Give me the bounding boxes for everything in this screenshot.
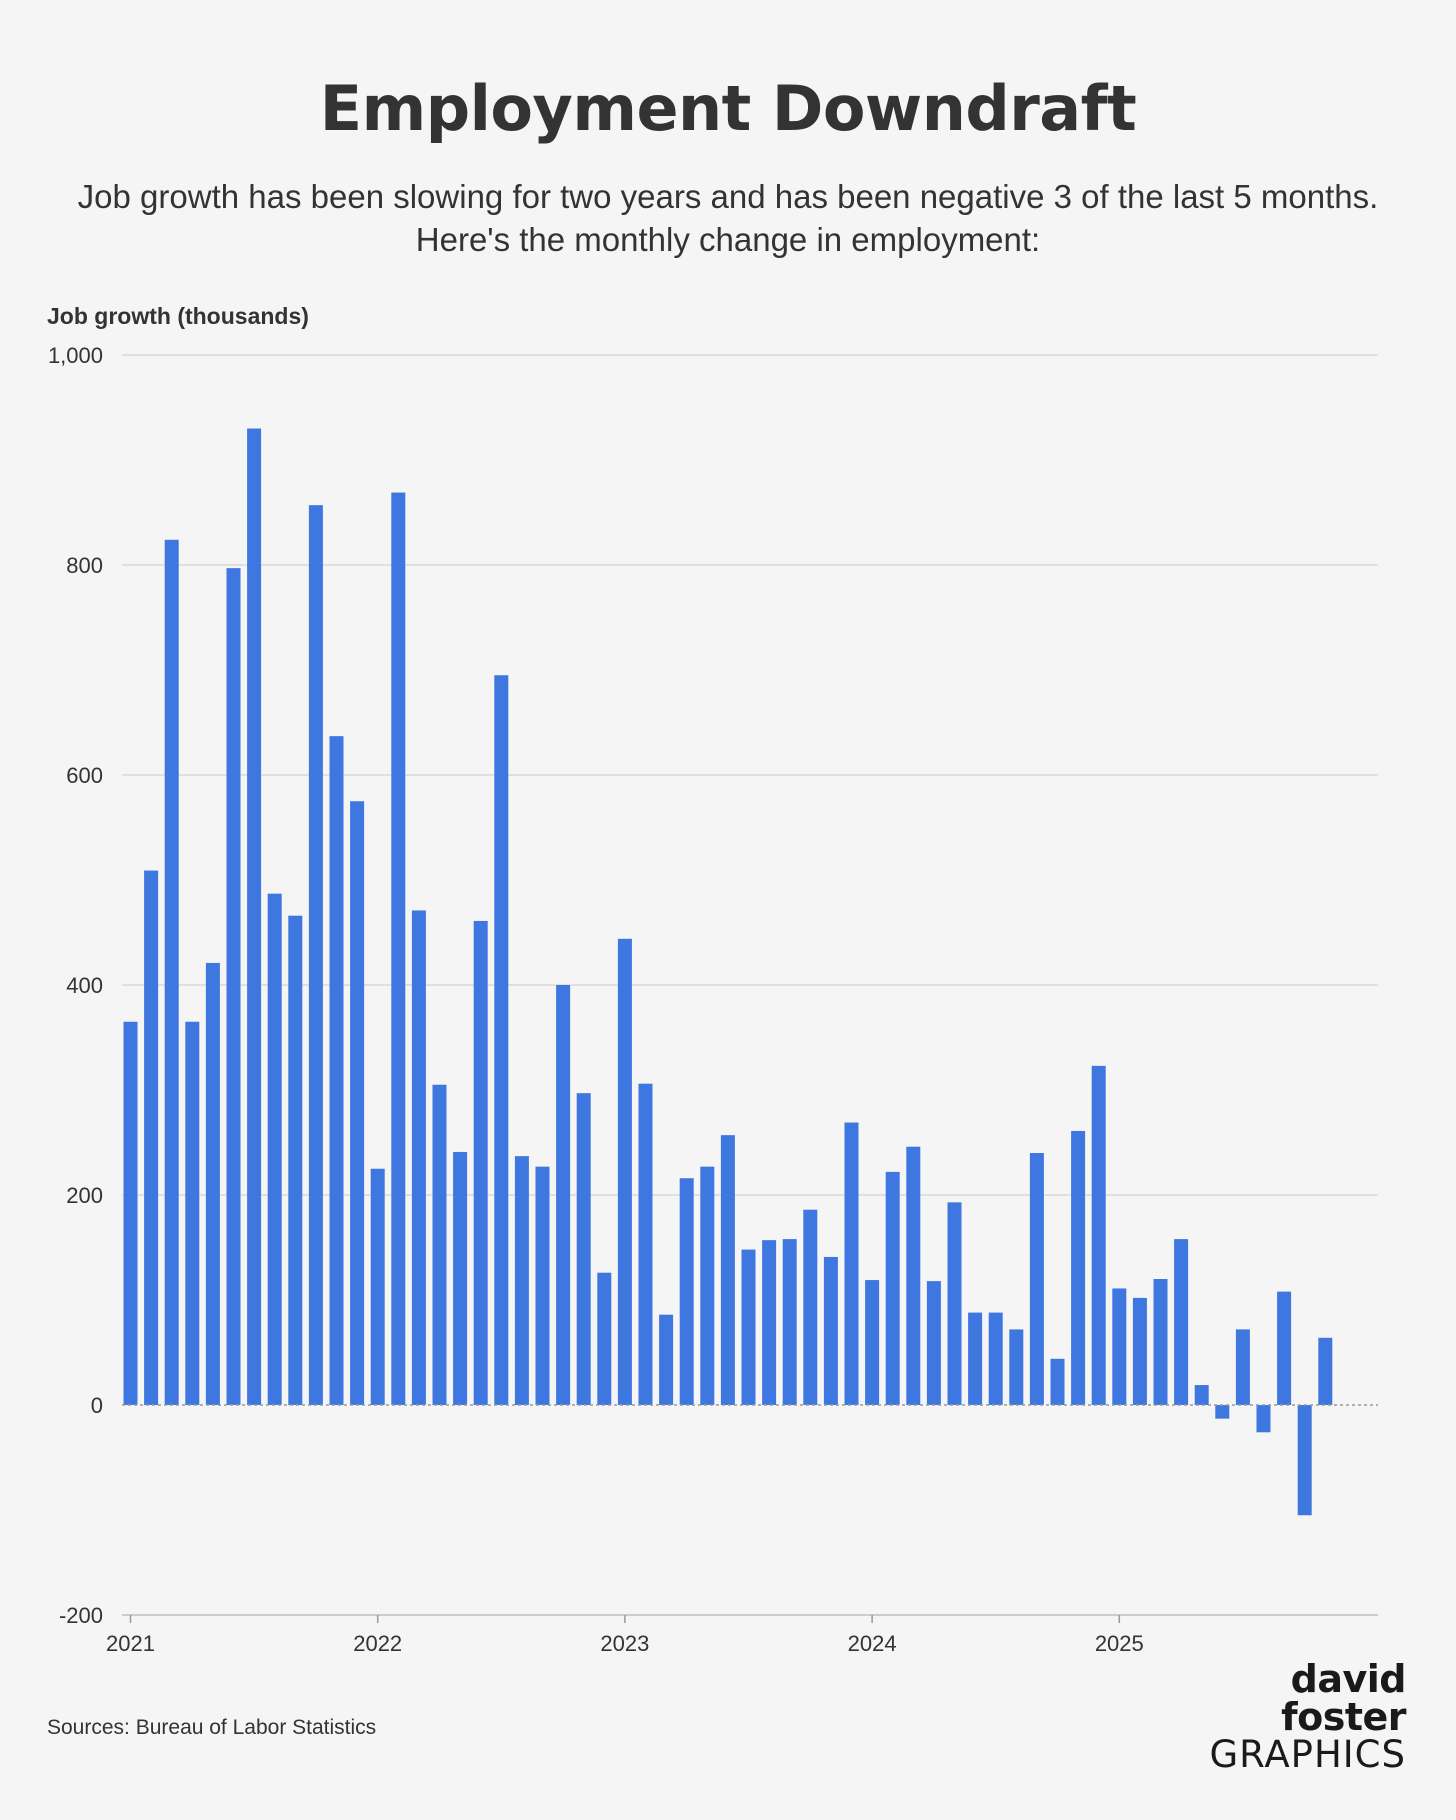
bar bbox=[782, 1239, 797, 1405]
bar bbox=[1153, 1279, 1168, 1405]
y-tick-label: 800 bbox=[66, 553, 103, 578]
bar bbox=[659, 1314, 674, 1405]
subtitle-line-1: Job growth has been slowing for two year… bbox=[77, 178, 1379, 215]
bar bbox=[597, 1272, 612, 1405]
bar bbox=[1071, 1130, 1086, 1405]
bar bbox=[1174, 1239, 1189, 1405]
logo-line-1: david foster bbox=[1281, 1657, 1406, 1739]
chart-subtitle: Job growth has been slowing for two year… bbox=[40, 175, 1416, 261]
bar bbox=[576, 1093, 591, 1405]
bar bbox=[308, 505, 323, 1405]
bar bbox=[1132, 1297, 1147, 1405]
source-note: Sources: Bureau of Labor Statistics bbox=[47, 1716, 377, 1739]
bar bbox=[968, 1312, 983, 1405]
bar bbox=[370, 1168, 385, 1405]
bar bbox=[679, 1178, 694, 1405]
bar bbox=[329, 736, 344, 1405]
bar bbox=[1194, 1385, 1209, 1405]
y-tick-labels: -200 0 200 400 600 800 1,000 bbox=[48, 343, 103, 1628]
bar bbox=[535, 1166, 550, 1405]
bar bbox=[391, 492, 406, 1405]
bar bbox=[1091, 1065, 1106, 1405]
bar bbox=[411, 910, 426, 1405]
y-axis-label: Job growth (thousands) bbox=[47, 303, 309, 329]
bar bbox=[205, 962, 220, 1405]
bar bbox=[720, 1135, 735, 1405]
bar bbox=[947, 1202, 962, 1405]
bar bbox=[988, 1312, 1003, 1405]
bar bbox=[1029, 1153, 1044, 1405]
bar bbox=[885, 1171, 900, 1405]
y-tick-label: -200 bbox=[59, 1603, 103, 1628]
bar bbox=[844, 1122, 859, 1405]
bar bbox=[350, 801, 365, 1405]
bar bbox=[741, 1249, 756, 1405]
bar bbox=[432, 1084, 447, 1405]
y-tick-label: 0 bbox=[91, 1393, 103, 1418]
bar bbox=[700, 1166, 715, 1405]
bar bbox=[762, 1240, 777, 1405]
bar bbox=[1277, 1291, 1292, 1405]
bar bbox=[803, 1209, 818, 1405]
bar bbox=[1297, 1405, 1312, 1516]
y-tick-label: 200 bbox=[66, 1183, 103, 1208]
bar bbox=[514, 1156, 529, 1405]
bar bbox=[1318, 1337, 1333, 1405]
bar bbox=[1235, 1329, 1250, 1405]
bar bbox=[906, 1146, 921, 1405]
bar bbox=[453, 1151, 468, 1405]
x-tick-label: 2024 bbox=[848, 1631, 897, 1656]
bar bbox=[267, 893, 282, 1405]
y-tick-label: 1,000 bbox=[48, 343, 103, 368]
bar bbox=[1112, 1288, 1127, 1405]
bar bbox=[1009, 1329, 1024, 1405]
bar bbox=[1256, 1405, 1271, 1433]
bar bbox=[494, 675, 509, 1405]
bar bbox=[617, 938, 632, 1405]
bar bbox=[288, 915, 303, 1405]
chart-title: Employment Downdraft bbox=[319, 72, 1137, 145]
bar bbox=[1215, 1405, 1230, 1419]
bar bbox=[247, 428, 262, 1405]
y-tick-label: 400 bbox=[66, 973, 103, 998]
bar bbox=[185, 1021, 200, 1405]
x-tick-label: 2021 bbox=[106, 1631, 155, 1656]
bar bbox=[823, 1256, 838, 1405]
bar bbox=[473, 920, 488, 1405]
bar bbox=[638, 1083, 653, 1405]
bar bbox=[226, 568, 241, 1405]
bar bbox=[556, 985, 571, 1405]
bar bbox=[865, 1280, 880, 1405]
y-tick-label: 600 bbox=[66, 763, 103, 788]
subtitle-line-2: Here's the monthly change in employment: bbox=[415, 221, 1041, 258]
x-tick-label: 2022 bbox=[353, 1631, 402, 1656]
logo-line-2: GRAPHICS bbox=[1209, 1733, 1406, 1776]
bar bbox=[123, 1021, 138, 1405]
x-tick-label: 2025 bbox=[1095, 1631, 1144, 1656]
bar bbox=[1050, 1358, 1065, 1405]
x-tick-label: 2023 bbox=[600, 1631, 649, 1656]
brand-logo: david foster GRAPHICS bbox=[1186, 1660, 1406, 1774]
bar bbox=[164, 539, 179, 1405]
x-axis: 2021 2022 2023 2024 2025 bbox=[106, 1614, 1378, 1656]
bar bbox=[144, 870, 159, 1405]
bar bbox=[926, 1281, 941, 1405]
bars bbox=[122, 428, 1378, 1516]
